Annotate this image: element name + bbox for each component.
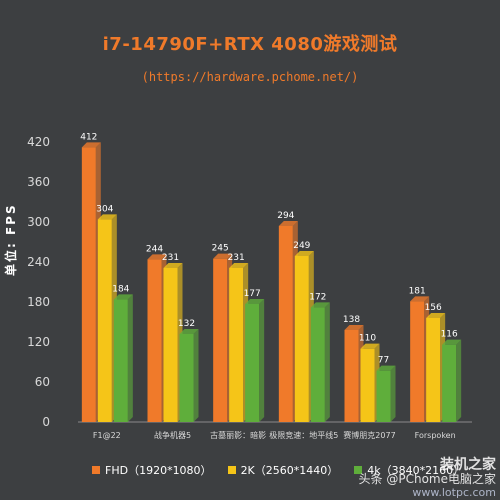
bar-top <box>245 299 265 304</box>
data-label: 304 <box>96 204 113 214</box>
bar-top <box>179 329 199 334</box>
bar-top <box>81 142 101 148</box>
bar <box>310 307 325 422</box>
data-label: 110 <box>359 334 376 344</box>
legend-label-4k: 4k（3840*2160） <box>367 464 465 477</box>
data-label: 181 <box>409 286 426 296</box>
bar <box>410 301 425 422</box>
data-label: 138 <box>343 315 360 325</box>
bar <box>213 258 228 422</box>
data-label: 116 <box>441 330 458 340</box>
data-label: 177 <box>244 289 261 299</box>
bar <box>426 318 441 422</box>
x-tick-label: 赛博朋克2077 <box>343 430 395 440</box>
data-label: 245 <box>212 244 229 254</box>
data-label: 77 <box>378 356 389 366</box>
data-label: 231 <box>228 253 245 263</box>
watermark-brand: 装机之家 <box>440 457 496 473</box>
legend-swatch-2k <box>227 466 236 474</box>
legend-item-4k: 4k（3840*2160） <box>354 462 464 478</box>
bar-top <box>376 365 396 371</box>
bar <box>344 330 359 422</box>
bar <box>229 268 244 422</box>
data-label: 231 <box>162 253 179 263</box>
x-tick-label: 战争机器5 <box>154 430 191 440</box>
data-label: 132 <box>178 319 195 329</box>
bar <box>97 219 112 422</box>
y-tick-label: 60 <box>35 375 50 389</box>
legend-item-2k: 2K（2560*1440） <box>227 462 339 478</box>
watermark: 装机之家 头条 @PChome电脑之家 www.lotpc.com <box>359 458 496 500</box>
x-tick-label: 极限竞速：地平线5 <box>269 430 338 440</box>
bar-top <box>344 325 364 330</box>
bar-side <box>456 339 462 422</box>
watermark-source: 头条 @PChome电脑之家 <box>358 472 496 486</box>
bar <box>113 299 128 422</box>
y-tick-label: 180 <box>27 295 50 309</box>
chart-subtitle: (https://hardware.pchome.net/) <box>141 70 359 84</box>
data-label: 156 <box>425 303 442 313</box>
y-tick-label: 240 <box>27 255 50 269</box>
x-tick-label: 古墓丽影：暗影 <box>210 430 266 440</box>
data-label: 172 <box>309 292 326 302</box>
watermark-url: www.lotpc.com <box>412 486 496 499</box>
x-tick-label: Forspoken <box>415 431 456 440</box>
legend-label-fhd: FHD（1920*1080） <box>105 464 212 477</box>
bar <box>294 256 309 422</box>
legend-swatch-4k <box>354 466 363 474</box>
bar-top <box>163 263 183 268</box>
y-tick-label: 360 <box>27 175 50 189</box>
bar-side <box>390 365 396 422</box>
bar <box>360 348 375 422</box>
bar-top <box>147 254 167 260</box>
bar-top <box>426 313 446 318</box>
bar <box>179 334 194 422</box>
data-label: 184 <box>112 284 129 294</box>
data-label: 244 <box>146 244 163 254</box>
legend-item-fhd: FHD（1920*1080） <box>92 462 212 478</box>
bar-top <box>442 339 462 345</box>
data-label: 249 <box>293 241 310 251</box>
bar-side <box>127 294 133 422</box>
bar-top <box>310 302 330 308</box>
bar-side <box>259 299 265 422</box>
bar <box>442 344 457 422</box>
y-tick-label: 300 <box>27 215 50 229</box>
y-tick-label: 420 <box>27 135 50 149</box>
bar-top <box>410 296 430 302</box>
legend-swatch-fhd <box>92 466 100 474</box>
y-tick-label: 120 <box>27 335 50 349</box>
bar-top <box>229 263 249 268</box>
bar <box>376 370 391 422</box>
bar-top <box>360 343 380 349</box>
x-tick-label: F1@22 <box>93 431 121 440</box>
bar-top <box>294 251 314 256</box>
legend: FHD（1920*1080） 2K（2560*1440） 4k（3840*216… <box>92 462 464 478</box>
bar <box>278 226 293 422</box>
bar <box>163 268 178 422</box>
bar-top <box>97 214 117 220</box>
data-label: 412 <box>80 132 97 142</box>
bar <box>147 259 162 422</box>
chart-title: i7-14790F+RTX 4080游戏测试 <box>102 34 398 55</box>
y-tick-label: 0 <box>42 415 50 429</box>
bar-top <box>113 294 133 300</box>
data-label: 294 <box>277 211 294 221</box>
bar-top <box>278 221 298 226</box>
legend-label-2k: 2K（2560*1440） <box>240 464 339 477</box>
bar-top <box>213 253 233 259</box>
bar-side <box>193 329 199 422</box>
bar-side <box>324 302 330 422</box>
bar <box>245 304 260 422</box>
bar <box>81 147 96 423</box>
